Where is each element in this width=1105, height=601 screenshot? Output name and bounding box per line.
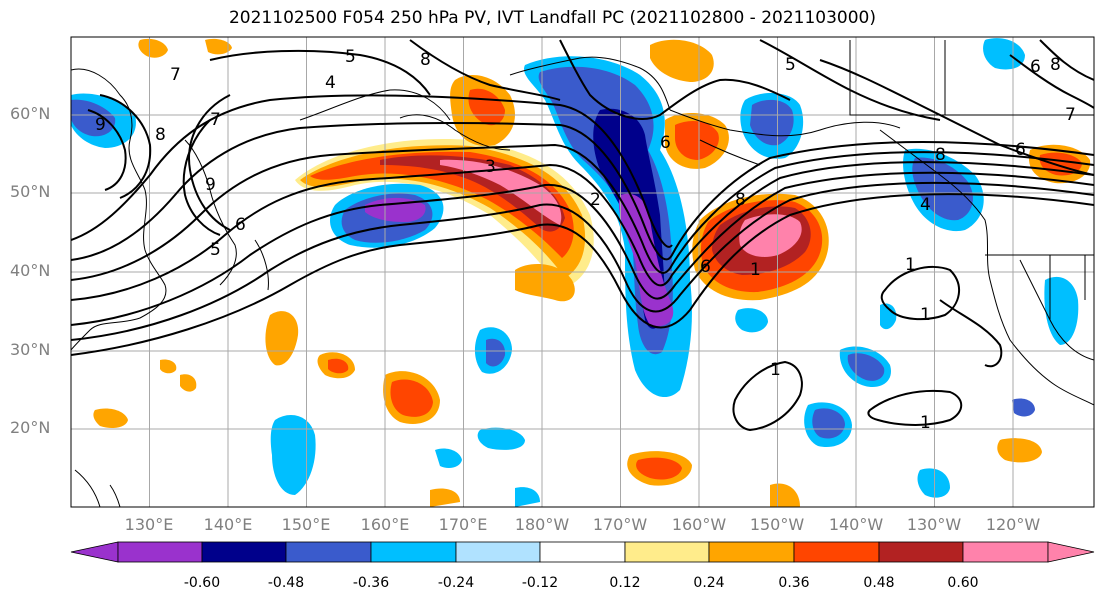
contour-label: 5 — [345, 47, 356, 67]
lon-label: 130°E — [124, 515, 174, 534]
contour-label: 7 — [1065, 105, 1076, 125]
contour-label: 1 — [770, 360, 781, 380]
colorbar-segment — [708, 541, 795, 563]
contour-label: 6 — [700, 257, 711, 277]
map-title: 2021102500 F054 250 hPa PV, IVT Landfall… — [228, 8, 876, 28]
contour-label: 8 — [935, 145, 946, 165]
colorbar-tick-label: 0.12 — [609, 575, 641, 591]
contour-label: 3 — [485, 157, 496, 177]
contour-label: 6 — [235, 215, 246, 235]
coastlines — [71, 40, 1094, 507]
lon-label: 180°W — [514, 515, 570, 534]
lon-label: 130°W — [906, 515, 962, 534]
contour-label: 8 — [1050, 55, 1061, 75]
lat-label: 50°N — [10, 182, 51, 201]
colorbar-segment — [370, 541, 457, 563]
lon-label: 120°W — [985, 515, 1041, 534]
colorbar-extend-min — [70, 541, 119, 563]
contour-label: 6 — [660, 133, 671, 153]
colorbar-segment — [962, 541, 1049, 563]
contour-labels: 3 2 1 6 8 6 1 1 1 1 4 6 8 5 8 5 4 7 7 8 … — [95, 47, 1076, 433]
colorbar-tick-label: 0.60 — [947, 575, 979, 591]
contour-label: 8 — [735, 190, 746, 210]
colorbar-segment — [201, 541, 287, 563]
lat-label: 20°N — [10, 418, 51, 437]
contour-label: 7 — [210, 110, 221, 130]
map-frame-border — [70, 36, 1095, 508]
contour-label: 9 — [205, 175, 216, 195]
colorbar-segment — [539, 541, 626, 563]
colorbar-tick-label: 0.24 — [693, 575, 725, 591]
contour-label: 5 — [785, 55, 796, 75]
lon-label: 160°E — [360, 515, 410, 534]
contour-label: 1 — [750, 260, 761, 280]
colorbar-extend-max — [1047, 541, 1095, 563]
lon-label: 150°W — [749, 515, 805, 534]
colorbar — [70, 541, 1095, 563]
colorbar-tick-label: -0.60 — [183, 575, 221, 591]
colorbar-tick-label: -0.36 — [352, 575, 390, 591]
contour-label: 4 — [325, 73, 336, 93]
lon-label: 160°W — [671, 515, 727, 534]
lon-label: 140°E — [203, 515, 253, 534]
contour-label: 1 — [920, 305, 931, 325]
colorbar-segment — [117, 541, 203, 563]
contour-label: 7 — [170, 65, 181, 85]
lat-label: 60°N — [10, 104, 51, 123]
colorbar-tick-label: -0.12 — [521, 575, 559, 591]
lat-label: 40°N — [10, 261, 51, 280]
colorbar-segment — [455, 541, 541, 563]
contour-label: 8 — [155, 125, 166, 145]
lon-label: 140°W — [828, 515, 884, 534]
lon-label: 150°E — [281, 515, 331, 534]
pv-contours — [71, 39, 1094, 432]
contour-label: 6 — [1015, 140, 1026, 160]
contour-label: 6 — [1030, 57, 1041, 77]
lon-label: 170°E — [438, 515, 488, 534]
contour-label: 1 — [905, 255, 916, 275]
colorbar-tick-label: -0.48 — [267, 575, 305, 591]
contour-label: 8 — [420, 50, 431, 70]
colorbar-tick-label: 0.36 — [778, 575, 810, 591]
contour-label: 9 — [95, 115, 106, 135]
colorbar-tick-label: -0.24 — [437, 575, 475, 591]
contour-label: 1 — [920, 413, 931, 433]
colorbar-segment — [624, 541, 710, 563]
contour-label: 2 — [590, 190, 601, 210]
lon-label: 170°W — [592, 515, 648, 534]
colorbar-segment — [793, 541, 880, 563]
colorbar-tick-label: 0.48 — [863, 575, 895, 591]
lat-label: 30°N — [10, 340, 51, 359]
colorbar-segment — [285, 541, 372, 563]
colorbar-segment — [878, 541, 964, 563]
contour-label: 4 — [920, 195, 931, 215]
contour-label: 5 — [210, 240, 221, 260]
